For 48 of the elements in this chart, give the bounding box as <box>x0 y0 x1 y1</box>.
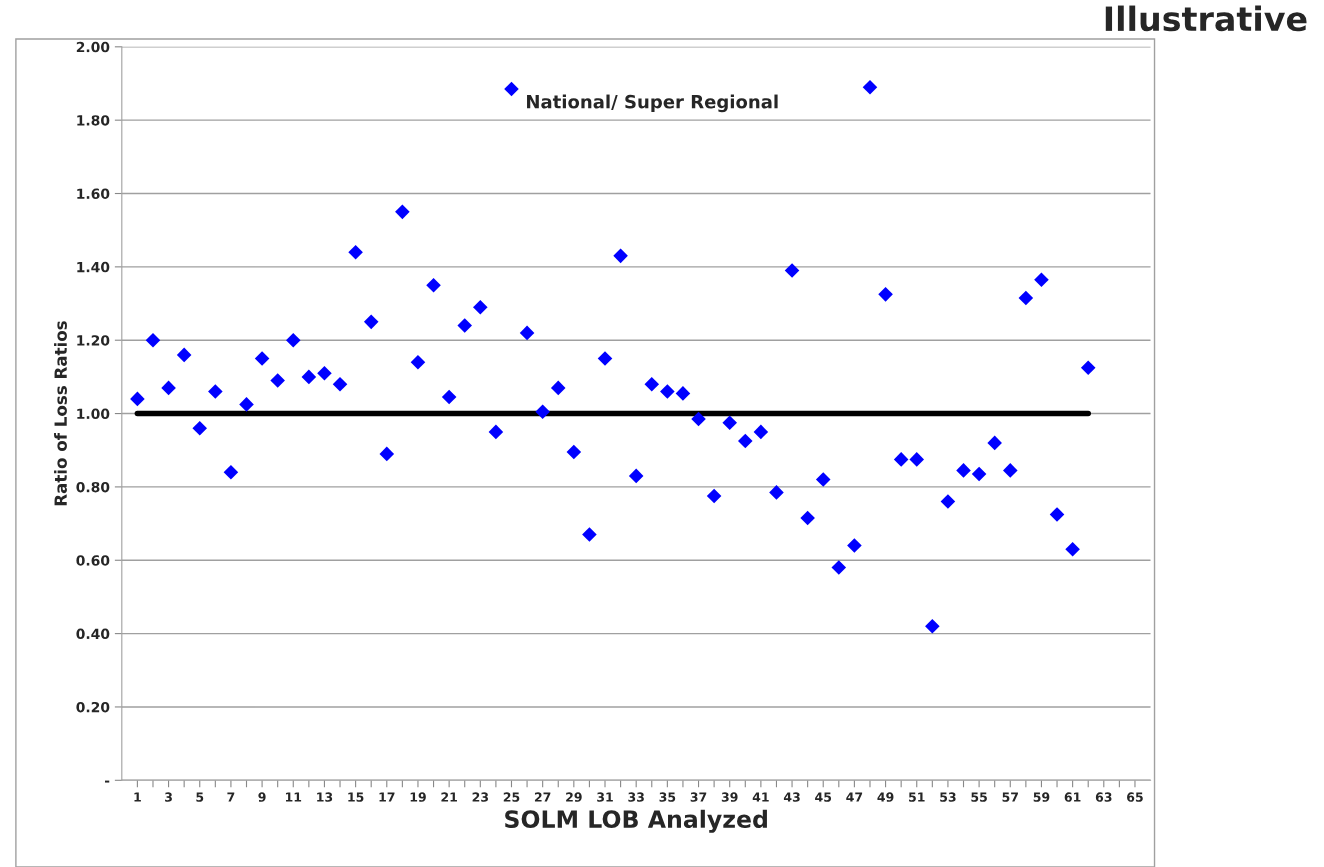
x-tick-label: 65 <box>1127 792 1143 802</box>
x-tick-label: 27 <box>534 792 551 802</box>
x-tick-label: 17 <box>379 792 395 802</box>
x-tick-label: 33 <box>628 792 644 802</box>
x-tick-label: 31 <box>597 792 613 802</box>
x-tick-label: 25 <box>503 792 520 802</box>
x-tick-label: 19 <box>410 792 426 802</box>
y-tick-label: 1.20 <box>77 335 110 346</box>
text: Illustrative <box>1105 5 1307 32</box>
x-tick-label: 41 <box>752 792 769 802</box>
x-tick-label: 21 <box>441 792 457 802</box>
y-tick-label: 1.60 <box>77 188 110 199</box>
y-tick-label: 0.40 <box>76 628 110 640</box>
x-tick-label: 3 <box>165 792 172 802</box>
y-tick-label: 1.40 <box>77 261 110 273</box>
x-tick-label: 59 <box>1033 792 1050 802</box>
x-axis-title: SOLM LOB Analyzed <box>505 809 767 833</box>
x-tick-label: 29 <box>566 792 582 802</box>
x-tick-label: 9 <box>258 792 266 802</box>
y-axis-title: Ratio of Loss Ratios <box>54 321 67 506</box>
x-tick-label: 23 <box>472 792 489 802</box>
x-tick-label: 45 <box>815 792 832 802</box>
x-tick-label: 51 <box>909 792 925 802</box>
x-tick-label: 43 <box>783 792 800 802</box>
x-tick-label: 7 <box>227 792 235 802</box>
y-tick-label: 1.80 <box>77 115 110 126</box>
x-tick-label: 15 <box>348 792 364 802</box>
x-tick-label: 13 <box>317 792 333 802</box>
x-tick-label: 49 <box>877 792 894 802</box>
y-tick-label: 1.00 <box>77 408 110 420</box>
x-tick-label: 47 <box>846 792 863 802</box>
x-tick-label: 1 <box>134 792 141 802</box>
y-tick-label: 0.60 <box>76 555 110 566</box>
y-tick-label: 2.00 <box>76 41 110 53</box>
x-tick-label: 61 <box>1064 792 1081 802</box>
x-tick-label: 37 <box>690 792 707 802</box>
x-tick-label: 5 <box>196 792 204 802</box>
x-tick-label: 35 <box>659 792 676 802</box>
x-tick-label: 11 <box>285 792 302 802</box>
x-tick-label: 39 <box>721 792 738 802</box>
annotation: National/ Super Regional <box>527 94 778 113</box>
x-tick-label: 55 <box>971 792 987 802</box>
y-tick-label: 0.80 <box>76 481 110 493</box>
y-tick-label: - <box>104 780 110 783</box>
x-tick-label: 53 <box>940 792 956 802</box>
y-tick-label: 0.20 <box>76 701 110 713</box>
x-tick-label: 57 <box>1002 792 1018 802</box>
x-tick-label: 63 <box>1095 792 1112 802</box>
